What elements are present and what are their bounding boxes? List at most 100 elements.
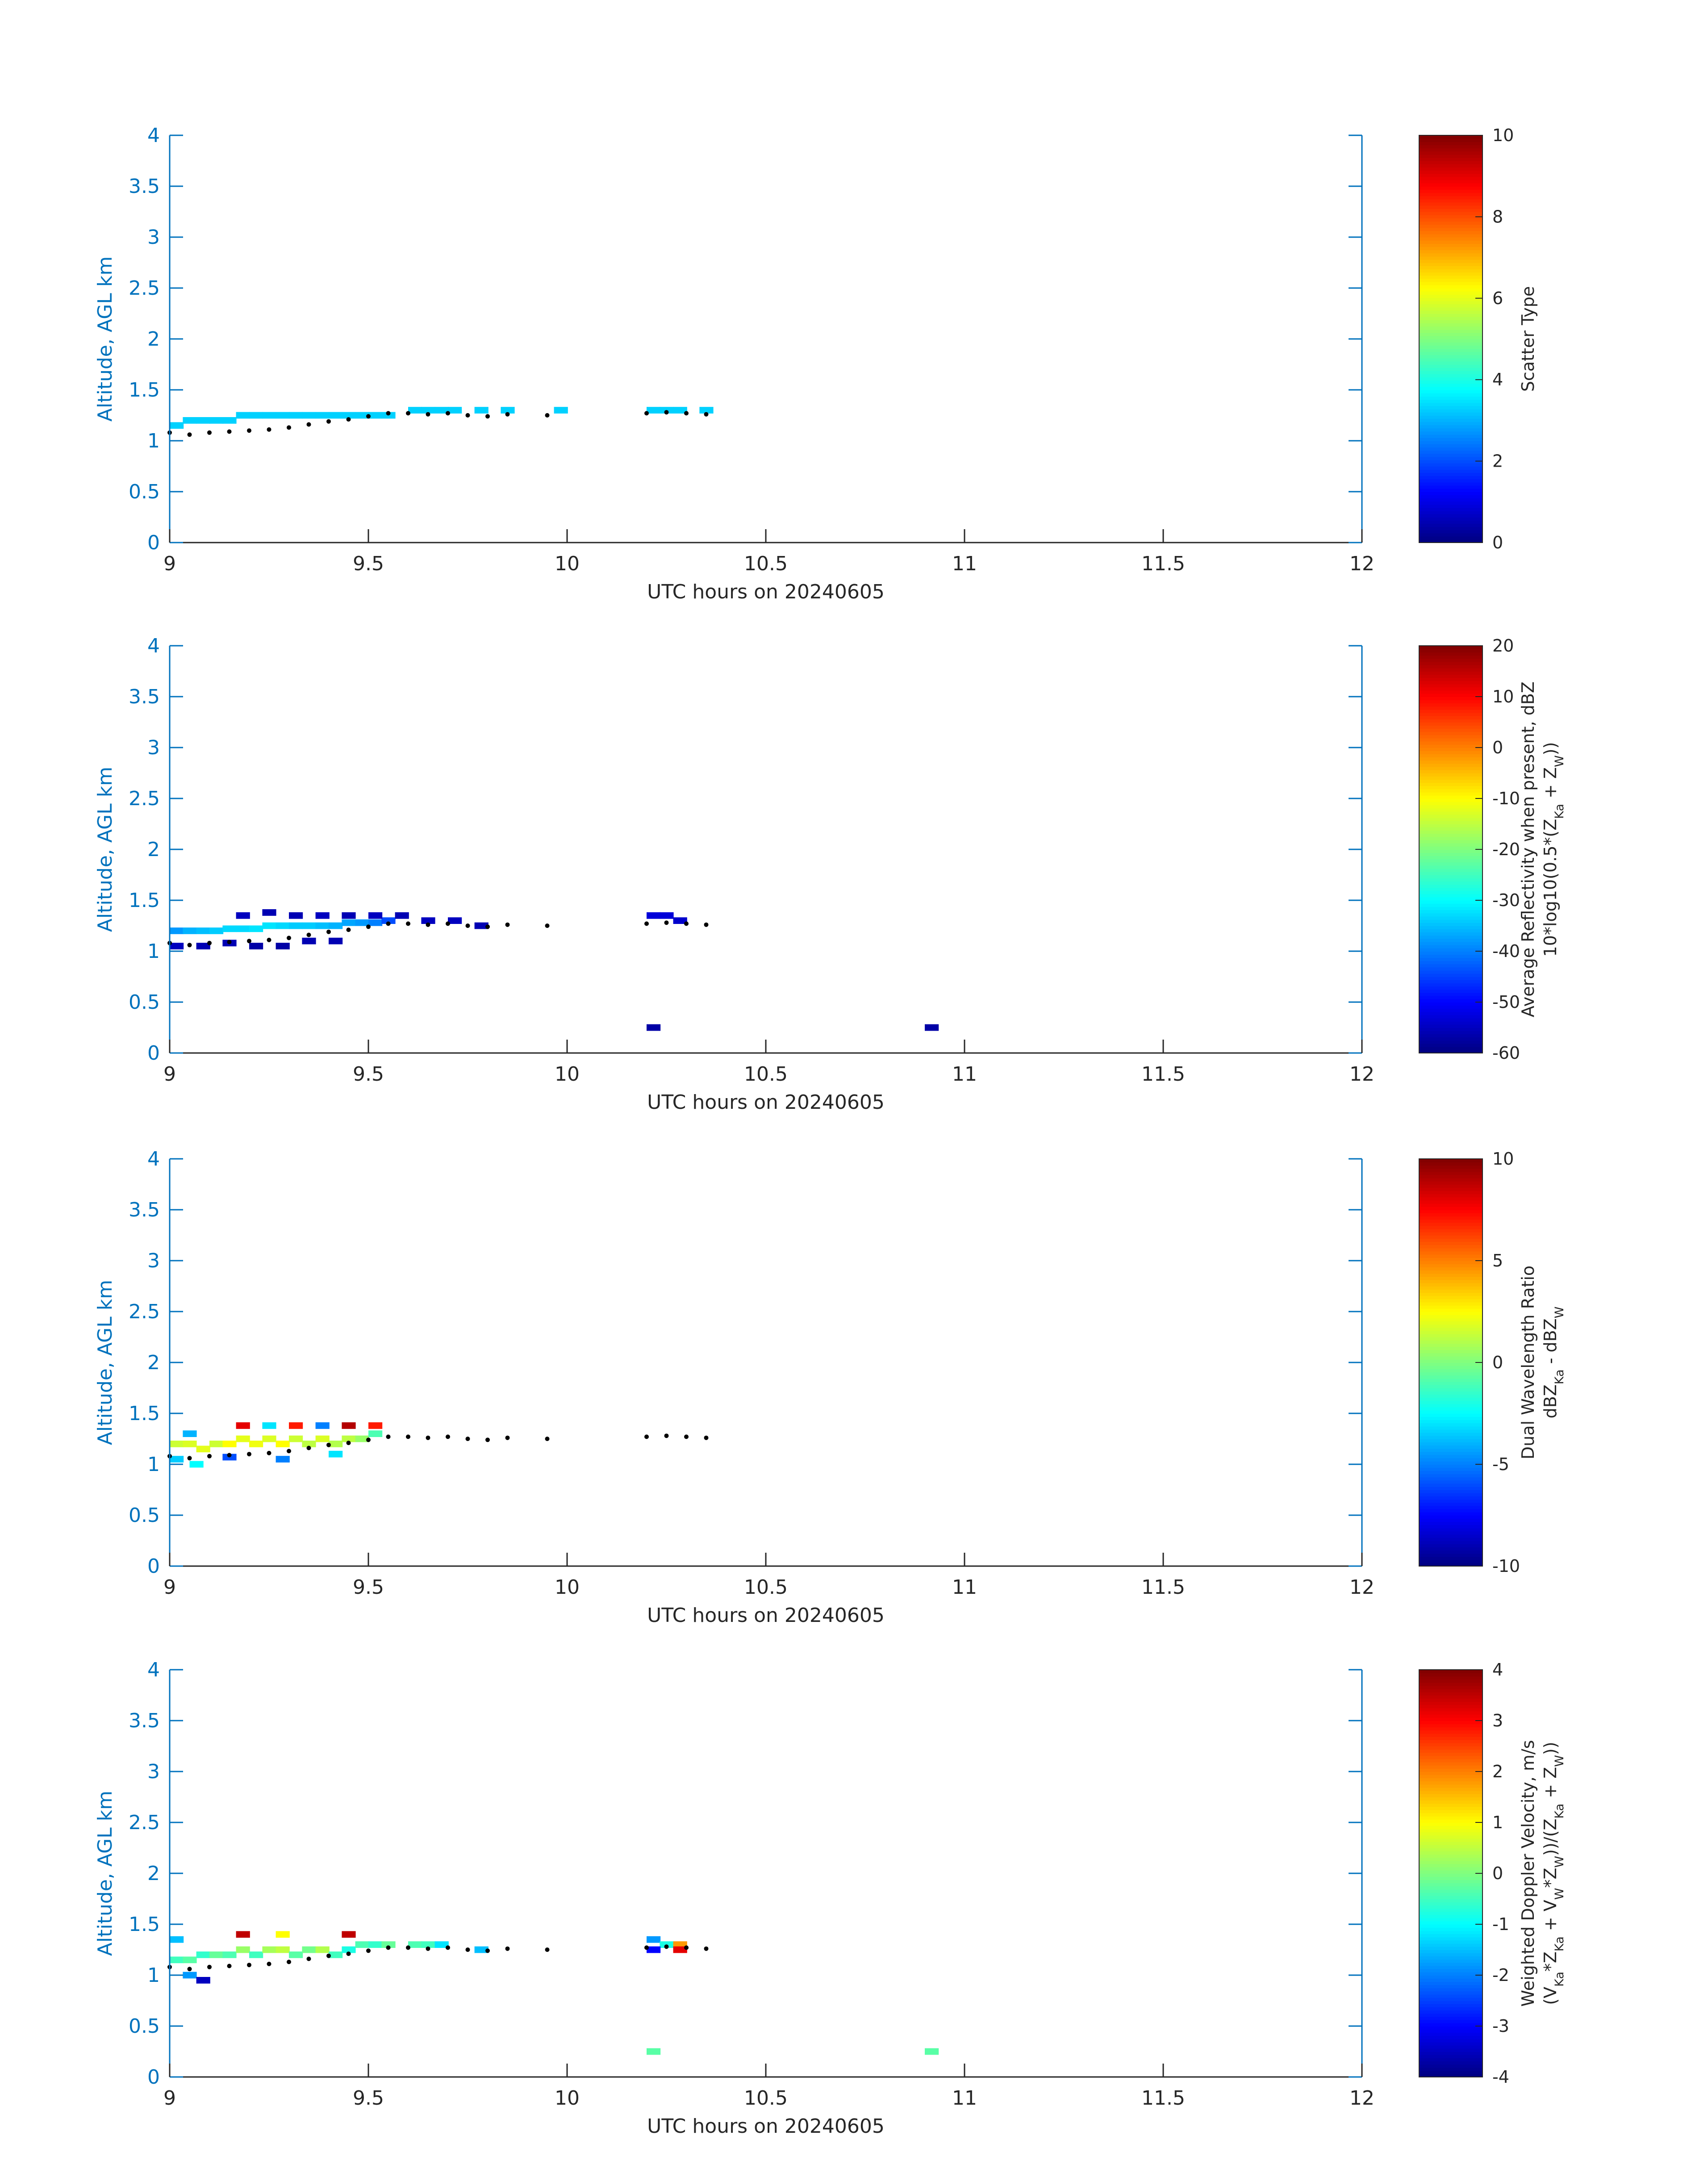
data-cell	[236, 1435, 250, 1442]
colorbar-segment	[1419, 1248, 1482, 1252]
colorbar-segment	[1419, 453, 1482, 457]
colorbar-segment	[1419, 1708, 1482, 1712]
colorbar-segment	[1419, 1688, 1482, 1692]
colorbar-segment	[1419, 995, 1482, 999]
colorbar-segment	[1419, 2004, 1482, 2008]
colorbar-segment	[1419, 1736, 1482, 1740]
colorbar-segment	[1419, 1775, 1482, 1779]
trace-point	[386, 921, 391, 926]
colorbar-segment	[1419, 1499, 1482, 1503]
colorbar-segment	[1419, 2055, 1482, 2059]
colorbar-segment	[1419, 782, 1482, 786]
colorbar-segment	[1419, 1299, 1482, 1303]
colorbar-segment	[1419, 278, 1482, 282]
colorbar-segment	[1419, 1772, 1482, 1775]
colorbar-segment	[1419, 649, 1482, 653]
data-cell	[673, 917, 687, 924]
colorbar-segment	[1419, 2045, 1482, 2049]
colorbar-segment	[1419, 402, 1482, 406]
colorbar-segment	[1419, 164, 1482, 168]
data-cell	[209, 928, 224, 934]
trace-point	[684, 411, 689, 416]
y-tick-label: 2.5	[129, 1300, 160, 1323]
colorbar-segment	[1419, 1759, 1482, 1763]
colorbar-segment	[1419, 418, 1482, 422]
trace-point	[187, 1456, 192, 1461]
data-cell	[276, 1441, 290, 1447]
colorbar-segment	[1419, 196, 1482, 200]
data-cell	[448, 917, 462, 924]
trace-point	[346, 417, 351, 422]
colorbar-segment	[1419, 1210, 1482, 1213]
data-cell	[183, 1441, 197, 1447]
colorbar-segment	[1419, 428, 1482, 432]
colorbar-segment	[1419, 1194, 1482, 1198]
colorbar-segment	[1419, 2035, 1482, 2039]
colorbar-segment	[1419, 664, 1482, 669]
trace-point	[267, 1961, 271, 1966]
trace-point	[267, 427, 271, 432]
colorbar-segment	[1419, 1673, 1482, 1677]
colorbar-tick-label: -4	[1492, 2067, 1509, 2087]
y-tick-label: 4	[147, 635, 160, 657]
colorbar-segment	[1419, 1521, 1482, 1525]
trace-point	[366, 1948, 371, 1953]
data-cell	[262, 1422, 276, 1429]
colorbar-segment	[1419, 1369, 1482, 1373]
colorbar-segment	[1419, 1921, 1482, 1925]
trace-point	[465, 1947, 470, 1952]
data-cell	[262, 1435, 276, 1442]
colorbar-segment	[1419, 466, 1482, 470]
colorbar-segment	[1419, 1337, 1482, 1341]
colorbar-segment	[1419, 1742, 1482, 1747]
trace-point	[247, 1452, 251, 1457]
data-cell	[196, 417, 210, 424]
y-tick-label: 2	[147, 1862, 160, 1885]
colorbar-segment	[1419, 668, 1482, 672]
colorbar-segment	[1419, 907, 1482, 911]
colorbar-segment	[1419, 476, 1482, 480]
colorbar-segment	[1419, 900, 1482, 904]
data-cell	[276, 1946, 290, 1953]
colorbar-segment	[1419, 1670, 1482, 1673]
colorbar-segment	[1419, 1477, 1482, 1481]
trace-point	[227, 1453, 232, 1458]
data-cell	[368, 412, 383, 419]
colorbar-segment	[1419, 1184, 1482, 1188]
colorbar-segment	[1419, 492, 1482, 495]
colorbar-segment	[1419, 1550, 1482, 1554]
colorbar-segment	[1419, 1002, 1482, 1006]
colorbar-segment	[1419, 1556, 1482, 1560]
trace-point	[207, 1964, 212, 1969]
y-tick-label: 4	[147, 1148, 160, 1170]
data-cell	[209, 1441, 224, 1447]
colorbar-segment	[1419, 1028, 1482, 1031]
data-cell	[209, 1951, 224, 1958]
colorbar-segment	[1419, 1423, 1482, 1427]
data-cell	[170, 1441, 184, 1447]
colorbar-segment	[1419, 1682, 1482, 1686]
trace-point	[267, 1450, 271, 1455]
colorbar-segment	[1419, 1327, 1482, 1331]
colorbar-segment	[1419, 1695, 1482, 1699]
colorbar-segment	[1419, 157, 1482, 161]
colorbar-segment	[1419, 1289, 1482, 1293]
data-cell	[170, 1936, 184, 1943]
colorbar-tick-label: 2	[1492, 1762, 1503, 1781]
data-cell	[302, 937, 316, 944]
colorbar-segment	[1419, 1525, 1482, 1529]
data-cell	[381, 917, 396, 924]
x-tick-label: 12	[1349, 552, 1374, 575]
colorbar-segment	[1419, 1965, 1482, 1969]
data-cell	[236, 412, 250, 419]
colorbar-segment	[1419, 725, 1482, 729]
x-tick-label: 9	[163, 1576, 176, 1599]
colorbar-segment	[1419, 913, 1482, 917]
colorbar-segment	[1419, 1838, 1482, 1842]
colorbar-tick-label: -40	[1492, 941, 1520, 961]
colorbar-tick-label: 6	[1492, 288, 1503, 308]
colorbar-segment	[1419, 977, 1482, 980]
colorbar-segment	[1419, 1315, 1482, 1319]
colorbar-segment	[1419, 805, 1482, 809]
